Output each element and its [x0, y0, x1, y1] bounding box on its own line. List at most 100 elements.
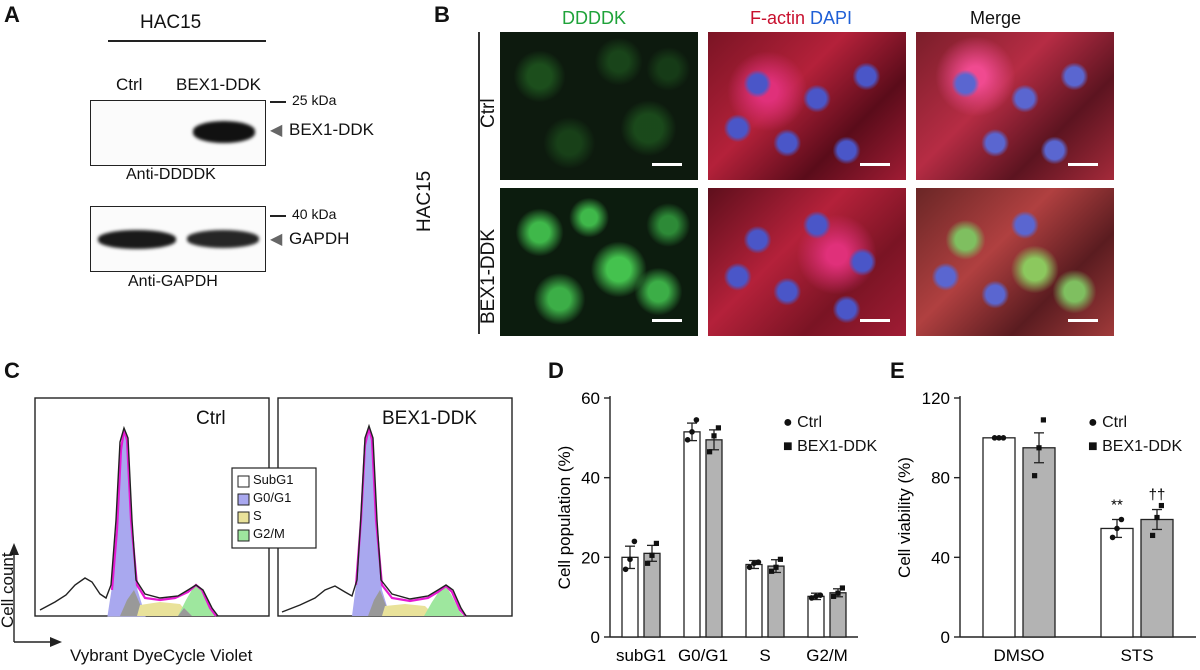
bar: [683, 431, 701, 638]
y-tick-label: 40: [931, 548, 950, 567]
legend-label-subg1: SubG1: [253, 472, 294, 487]
legend-label-ctrl: Ctrl: [1102, 414, 1127, 431]
data-point: [645, 560, 651, 566]
scale-bar: [652, 319, 682, 322]
g0g1-area: [352, 428, 390, 616]
data-point: [991, 435, 998, 441]
data-point: [627, 556, 633, 563]
band-gapdh-bex1: [187, 230, 259, 248]
data-point: [689, 429, 695, 435]
bar: [1140, 518, 1174, 638]
legend-label-g0g1: G0/G1: [253, 490, 292, 505]
data-point: [777, 556, 783, 562]
data-point: [746, 564, 753, 571]
micrograph-ctrl-merge: [916, 32, 1114, 180]
legend-label-bex1: BEX1-DDK: [797, 438, 878, 455]
panel-d-letter: D: [548, 358, 564, 383]
data-point: [1000, 435, 1007, 441]
marker-40kda: 40 kDa: [292, 206, 337, 222]
up-arrow-icon: [9, 543, 19, 555]
y-tick-label: 0: [941, 628, 950, 647]
band-bex1-ddk: [193, 121, 255, 143]
flow-histograms: [9, 397, 513, 647]
col-header-ddddk: DDDDK: [562, 8, 627, 28]
data-point: [769, 568, 775, 574]
legend-swatch-g0g1: [237, 493, 250, 506]
x-tick-label: G0/G1: [678, 646, 728, 665]
chart-cell-viability: 0 40 80 120 Cell viability (%) DMSO STS ** ††: [895, 389, 1196, 665]
scale-bar: [860, 163, 890, 166]
right-arrow-icon: [50, 637, 62, 647]
data-point: [817, 592, 824, 598]
x-tick-label: G2/M: [806, 646, 848, 665]
micrograph-ctrl-ddddk: [500, 32, 698, 180]
scale-bar: [652, 163, 682, 166]
blot-anti-gapdh: [90, 206, 266, 272]
scale-bar: [1068, 319, 1098, 322]
factin-label: F-actin: [750, 8, 806, 28]
data-point: [751, 560, 757, 567]
data-point: [1150, 532, 1156, 539]
data-point: [773, 564, 779, 570]
marker-tick-40: [270, 215, 286, 217]
micrograph-bex1-merge: [916, 188, 1114, 336]
g2m-area: [178, 585, 216, 616]
data-point: [1032, 473, 1038, 479]
y-tick-label: 80: [931, 469, 950, 488]
micrograph-ctrl-factin-dapi: [708, 32, 906, 180]
histogram-bex1: [281, 423, 467, 617]
lane-label-bex1: BEX1-DDK: [176, 75, 262, 94]
y-tick-label: 40: [581, 469, 600, 488]
overlap-area: [120, 590, 145, 616]
data-point: [693, 417, 700, 423]
data-point: [839, 585, 845, 591]
data-point: [631, 538, 638, 545]
y-tick-label: 120: [922, 389, 950, 408]
scale-bar: [860, 319, 890, 322]
bar: [1022, 447, 1056, 638]
data-point: [649, 552, 655, 558]
g2m-area: [424, 586, 464, 616]
histogram-title-bex1: BEX1-DDK: [382, 408, 478, 429]
data-point: [653, 540, 659, 546]
band-gapdh-ctrl: [98, 230, 176, 249]
bar: [1100, 527, 1134, 638]
histogram-ctrl: [39, 425, 219, 617]
significance-mark: ††: [1149, 487, 1166, 504]
x-tick-label: subG1: [616, 646, 666, 665]
histogram-title-ctrl: Ctrl: [196, 408, 226, 429]
cell-line-bracket: [108, 40, 266, 42]
legend-swatch-s: [237, 511, 250, 524]
lane-label-ctrl: Ctrl: [116, 75, 143, 94]
panel-b-letter: B: [434, 2, 450, 27]
blot-cell-line-label: HAC15: [140, 12, 202, 33]
data-point: [1040, 417, 1046, 423]
data-point: [1158, 502, 1164, 509]
data-point: [1109, 534, 1116, 541]
raw-histogram: [39, 425, 219, 617]
side-label-hac15: HAC15: [414, 170, 435, 232]
y-tick-label: 20: [581, 548, 600, 567]
bar: [705, 439, 723, 638]
legend-bex-e: ■ BEX1-DDK: [1088, 438, 1183, 455]
legend-label-ctrl: Ctrl: [797, 414, 822, 431]
data-point: [835, 590, 841, 596]
data-point: [1036, 445, 1042, 451]
x-tick-label: STS: [1120, 646, 1153, 665]
panel-a-letter: A: [4, 2, 20, 27]
y-axis-label: Cell viability (%): [895, 457, 914, 578]
col-header-merge: Merge: [970, 8, 1022, 28]
y-tick-label: 0: [591, 628, 600, 647]
x-tick-label: S: [759, 646, 770, 665]
flow-ylabel: Cell count: [0, 552, 17, 628]
s-area: [382, 604, 435, 616]
data-point: [715, 425, 721, 431]
data-point: [813, 593, 819, 600]
marker-25kda: 25 kDa: [292, 92, 337, 108]
marker-tick-25: [270, 101, 286, 103]
scale-bar: [1068, 163, 1098, 166]
micrograph-bex1-factin-dapi: [708, 188, 906, 336]
fit-curve: [354, 427, 467, 617]
panel-c-letter: C: [4, 358, 20, 383]
significance-mark: **: [1111, 496, 1123, 513]
